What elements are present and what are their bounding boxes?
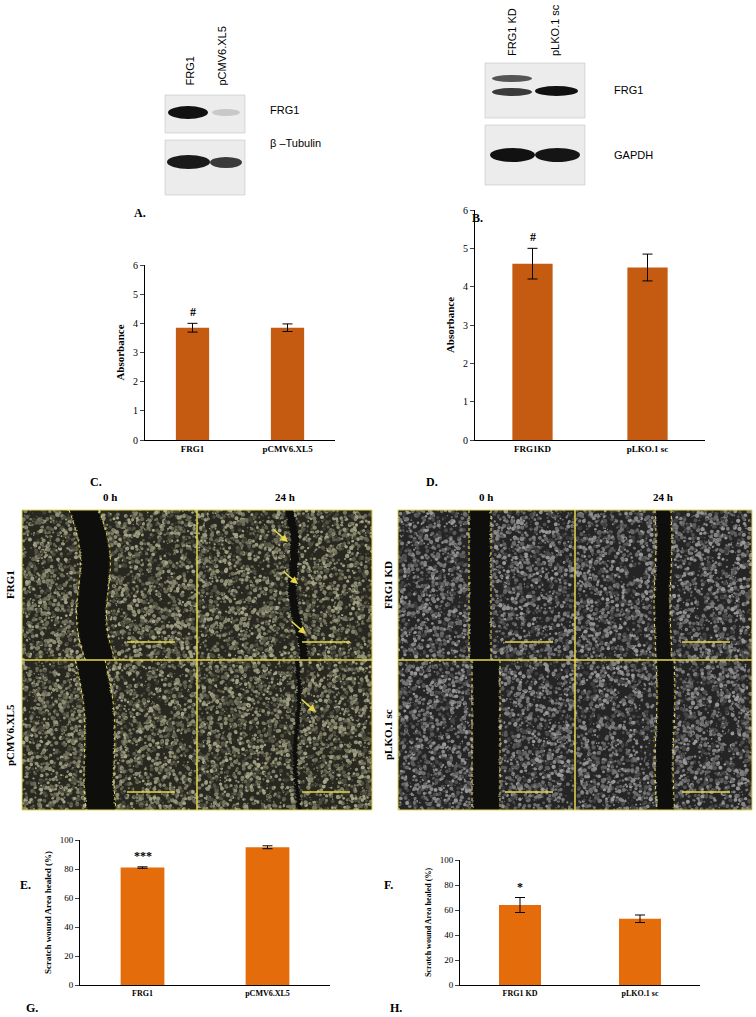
svg-text:1: 1 xyxy=(463,396,468,407)
svg-text:C.: C. xyxy=(90,475,102,489)
svg-text:B.: B. xyxy=(472,211,483,225)
svg-text:0: 0 xyxy=(69,980,74,990)
svg-text:E.: E. xyxy=(20,878,31,892)
svg-text:100: 100 xyxy=(440,855,454,865)
svg-text:20: 20 xyxy=(444,955,454,965)
svg-text:2: 2 xyxy=(463,358,468,369)
svg-text:0 h: 0 h xyxy=(103,491,117,503)
svg-text:pLKO.1 sc: pLKO.1 sc xyxy=(382,709,394,760)
svg-text:G.: G. xyxy=(26,1001,38,1015)
svg-text:80: 80 xyxy=(444,880,454,890)
svg-text:2: 2 xyxy=(133,376,138,387)
svg-text:1: 1 xyxy=(133,405,138,416)
svg-text:40: 40 xyxy=(444,930,454,940)
svg-text:4: 4 xyxy=(463,281,468,292)
svg-text:FRG1: FRG1 xyxy=(181,444,205,454)
svg-text:3: 3 xyxy=(463,320,468,331)
svg-text:5: 5 xyxy=(463,243,468,254)
svg-text:pLKO.1 sc: pLKO.1 sc xyxy=(549,4,561,56)
svg-text:0: 0 xyxy=(463,435,468,446)
svg-text:24 h: 24 h xyxy=(653,491,673,503)
svg-text:#: # xyxy=(530,230,536,244)
svg-text:GAPDH: GAPDH xyxy=(614,149,653,161)
svg-text:FRG1KD: FRG1KD xyxy=(514,444,551,454)
svg-text:*: * xyxy=(517,880,523,894)
svg-text:FRG1: FRG1 xyxy=(270,104,299,116)
svg-text:4: 4 xyxy=(133,318,138,329)
svg-text:β –Tubulin: β –Tubulin xyxy=(270,137,321,149)
svg-text:***: *** xyxy=(134,849,152,863)
svg-text:FRG1: FRG1 xyxy=(614,84,643,96)
svg-text:60: 60 xyxy=(64,893,74,903)
svg-text:pCMV6.XL5: pCMV6.XL5 xyxy=(4,704,16,766)
svg-text:0: 0 xyxy=(449,980,454,990)
svg-text:A.: A. xyxy=(134,206,146,220)
svg-text:H.: H. xyxy=(390,1001,402,1015)
svg-text:0 h: 0 h xyxy=(479,491,493,503)
svg-text:60: 60 xyxy=(444,905,454,915)
svg-text:Scratch wound Area healed (%): Scratch wound Area healed (%) xyxy=(424,868,433,978)
svg-text:D.: D. xyxy=(426,475,438,489)
svg-text:40: 40 xyxy=(64,922,74,932)
svg-text:24 h: 24 h xyxy=(275,491,295,503)
svg-text:FRG1 KD: FRG1 KD xyxy=(506,8,518,56)
svg-text:#: # xyxy=(190,305,196,319)
svg-text:0: 0 xyxy=(133,435,138,446)
svg-text:FRG1 KD: FRG1 KD xyxy=(382,561,394,609)
svg-text:F.: F. xyxy=(384,878,393,892)
svg-text:FRG1: FRG1 xyxy=(184,56,196,85)
svg-text:pCMV6.XL5: pCMV6.XL5 xyxy=(245,989,290,998)
svg-text:80: 80 xyxy=(64,864,74,874)
svg-text:Absorbance: Absorbance xyxy=(444,297,456,353)
svg-text:pCMV6.XL5: pCMV6.XL5 xyxy=(216,26,228,85)
svg-text:5: 5 xyxy=(133,289,138,300)
svg-text:pLKO.1 sc: pLKO.1 sc xyxy=(627,444,669,454)
svg-text:FRG1: FRG1 xyxy=(4,570,16,599)
svg-text:100: 100 xyxy=(60,835,74,845)
svg-text:pLKO.1 sc: pLKO.1 sc xyxy=(622,989,659,998)
svg-text:FRG1: FRG1 xyxy=(132,989,153,998)
svg-text:6: 6 xyxy=(133,260,138,271)
svg-text:20: 20 xyxy=(64,951,74,961)
svg-text:6: 6 xyxy=(463,205,468,216)
svg-text:pCMV6.XL5: pCMV6.XL5 xyxy=(262,444,313,454)
svg-text:FRG1 KD: FRG1 KD xyxy=(503,989,538,998)
svg-text:Scratch wound Area healed (%): Scratch wound Area healed (%) xyxy=(43,851,53,974)
svg-text:3: 3 xyxy=(133,347,138,358)
svg-text:Absorbance: Absorbance xyxy=(114,324,126,380)
